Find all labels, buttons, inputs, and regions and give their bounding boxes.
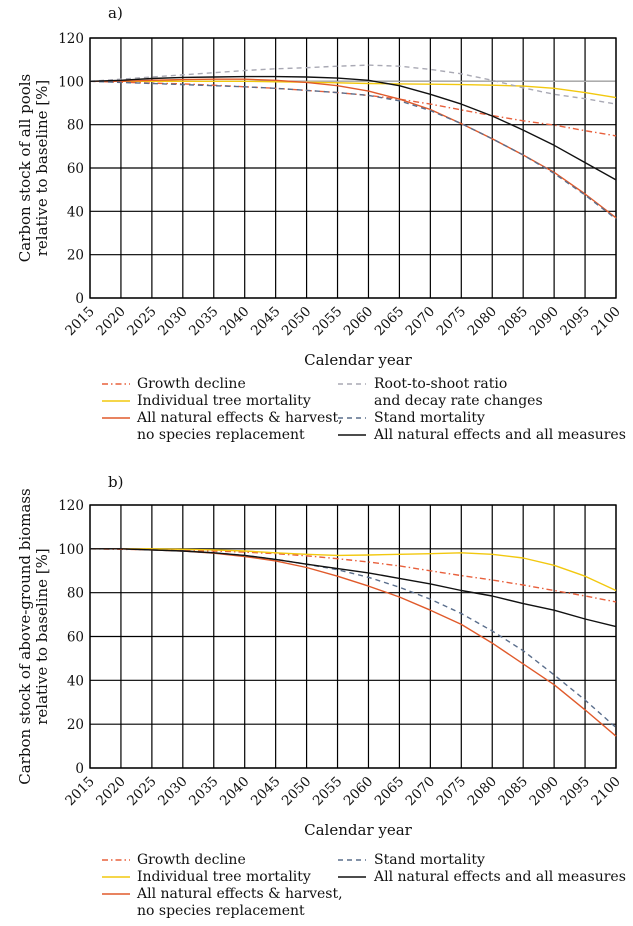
legend-label: Stand mortality [374,410,485,426]
x-axis-title: Calendar year [304,351,413,369]
x-axis-title: Calendar year [304,821,413,839]
legend-label: Stand mortality [374,852,485,868]
x-tick-label: 2100 [588,774,624,810]
legend-label: All natural effects & harvest, [136,410,343,426]
x-tick-label: 2085 [495,304,531,340]
legend-label: and decay rate changes [374,393,543,409]
y-tick-label: 0 [75,291,84,307]
series-line-all-natural-effects-and-all-measures [89,75,617,181]
legend-label: Growth decline [137,376,246,392]
legend-label: Growth decline [137,852,246,868]
series-line-individual-tree-mortality [90,80,617,99]
series-line-all-natural-effects-and-all-measures [90,548,617,628]
x-tick-label: 2040 [217,774,253,810]
y-tick-label: 100 [58,542,84,558]
x-tick-label: 2035 [186,774,222,810]
x-tick-label: 2025 [124,774,160,810]
x-tick-label: 2035 [186,304,222,340]
x-tick-label: 2075 [434,774,470,810]
series-line-stand-mortality [89,80,617,220]
series-group [89,64,617,220]
x-tick-label: 2025 [124,304,160,340]
panel-a: a)02040608010012020152020202520302035204… [16,4,626,443]
y-tick-label: 120 [58,31,84,47]
x-tick-label: 2015 [62,304,98,340]
x-tick-label: 2030 [155,774,191,810]
x-tick-label: 2095 [557,774,593,810]
x-tick-label: 2060 [341,304,377,340]
series-group [89,548,617,737]
plot-frame [89,37,617,299]
x-tick-label: 2040 [217,304,253,340]
x-tick-label: 2095 [557,304,593,340]
panel-label: a) [108,4,123,22]
x-tick-label: 2090 [526,304,562,340]
y-tick-label: 20 [67,717,84,733]
grid [89,37,617,299]
x-tick-label: 2075 [434,304,470,340]
y-tick-label: 80 [67,586,84,602]
x-tick-label: 2050 [279,774,315,810]
series-line-individual-tree-mortality [90,548,617,592]
legend-label: All natural effects and all measures [373,869,626,885]
series-line-root-to-shoot-ratio-and-decay-rate-changes [89,64,617,105]
series-line-all-natural-effects-harvest-no-species-replacement [90,548,617,737]
panel-label: b) [108,473,123,491]
y-tick-label: 40 [67,673,84,689]
y-tick-label: 40 [67,204,84,220]
legend-label: All natural effects and all measures [373,427,626,443]
plot-frame [89,504,617,769]
panel-b: b)02040608010012020152020202520302035204… [16,473,626,919]
x-tick-label: 2045 [248,304,284,340]
y-axis-title: relative to baseline [%] [33,548,51,725]
series-line-all-natural-effects-harvest-no-species-replacement [90,78,617,219]
legend-label: Root-to-shoot ratio [374,376,507,392]
y-axis-title: relative to baseline [%] [33,80,51,257]
series-line-growth-decline [89,80,617,137]
x-tick-label: 2030 [155,304,191,340]
y-tick-label: 20 [67,248,84,264]
x-tick-label: 2020 [93,304,129,340]
x-tick-label: 2015 [62,774,98,810]
x-tick-label: 2065 [372,304,408,340]
x-tick-label: 2055 [310,774,346,810]
y-axis-title: Carbon stock of all pools [16,74,34,262]
legend-label: Individual tree mortality [137,393,311,409]
x-tick-label: 2055 [310,304,346,340]
legend-label: no species replacement [137,427,305,443]
x-tick-label: 2050 [279,304,315,340]
x-tick-label: 2100 [588,304,624,340]
x-tick-label: 2080 [464,304,500,340]
legend-label: no species replacement [137,903,305,919]
y-tick-label: 0 [75,761,84,777]
y-tick-label: 100 [58,74,84,90]
x-tick-label: 2045 [248,774,284,810]
x-tick-label: 2070 [403,304,439,340]
y-axis-title: Carbon stock of above-ground biomass [16,488,34,785]
x-tick-label: 2020 [93,774,129,810]
series-line-stand-mortality [90,548,617,729]
y-tick-label: 120 [58,498,84,514]
legend-label: Individual tree mortality [137,869,311,885]
y-tick-label: 60 [67,161,84,177]
grid [89,504,617,769]
legend-label: All natural effects & harvest, [136,886,343,902]
y-tick-label: 60 [67,630,84,646]
y-tick-label: 80 [67,118,84,134]
series-line-growth-decline [89,548,617,603]
x-tick-label: 2065 [372,774,408,810]
x-tick-label: 2085 [495,774,531,810]
x-tick-label: 2070 [403,774,439,810]
x-tick-label: 2080 [464,774,500,810]
x-tick-label: 2090 [526,774,562,810]
x-tick-label: 2060 [341,774,377,810]
